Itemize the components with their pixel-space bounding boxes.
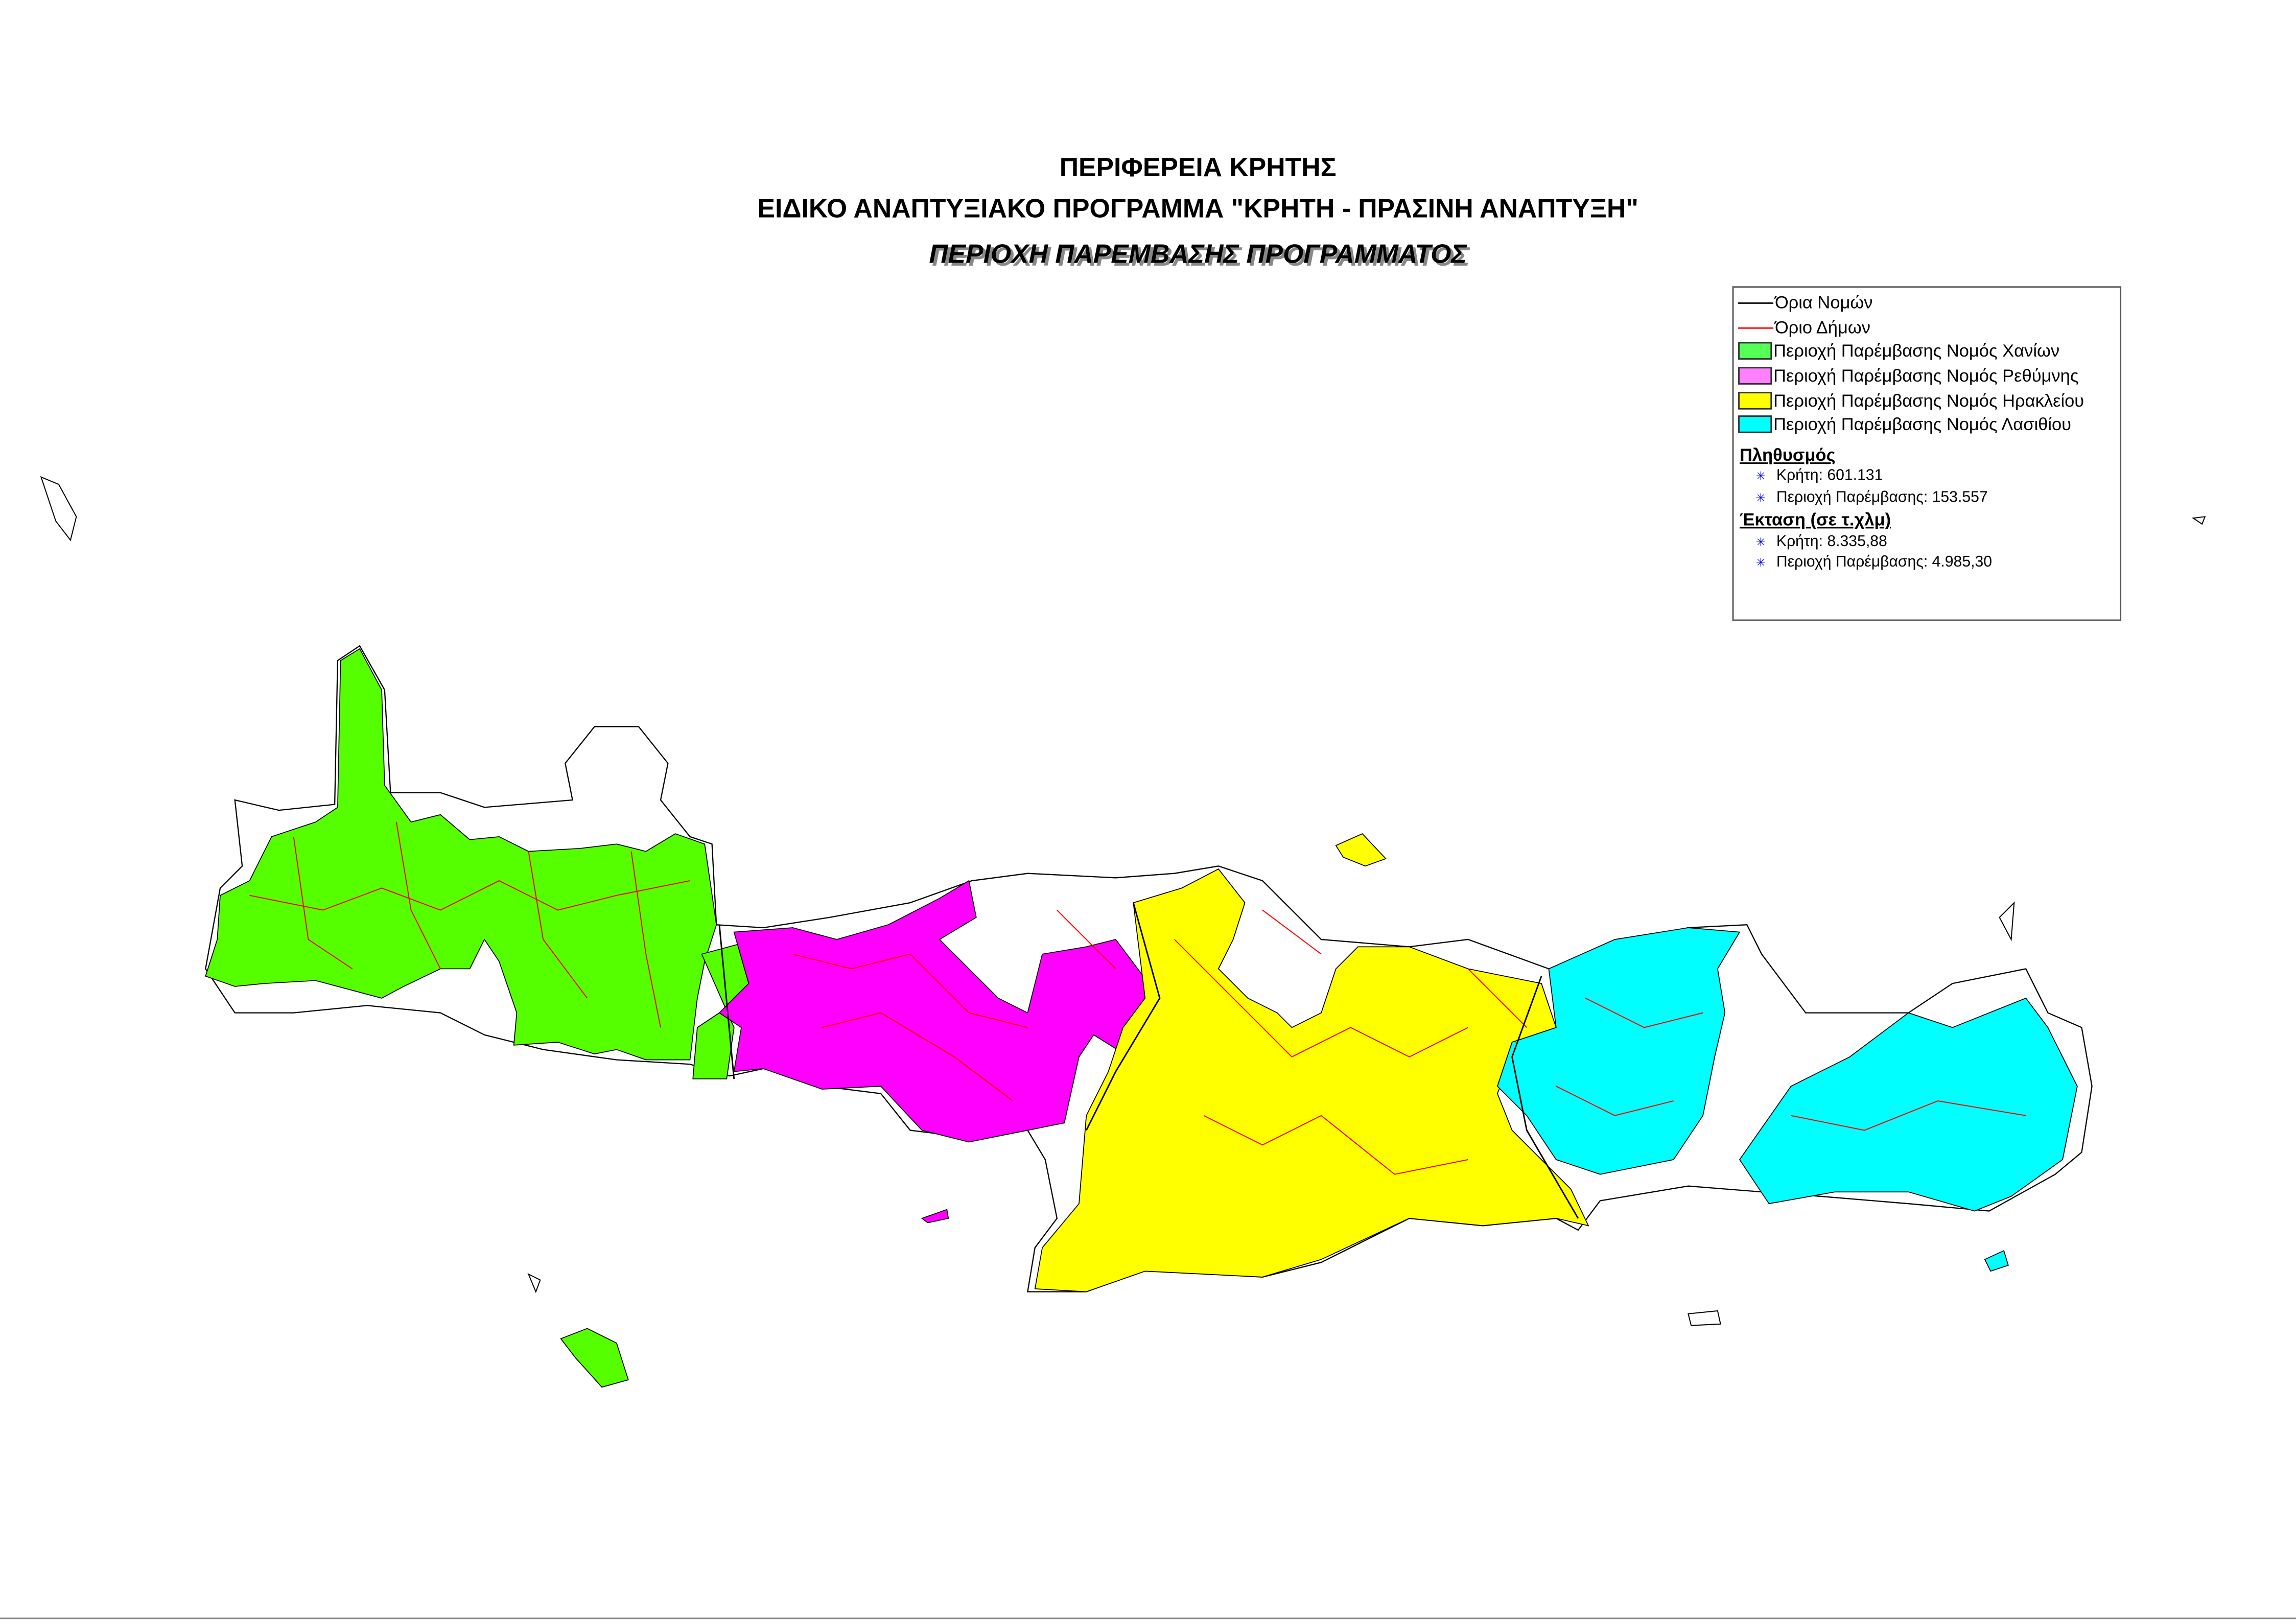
population-crete-value: Κρήτη: 601.131 [1776,466,1883,485]
island-gavdopoula [921,1209,949,1223]
island-gavdos [560,1328,629,1388]
offshore-islets [40,476,2206,1326]
area-intervention-value: Περιοχή Παρέμβασης: 4.985,30 [1776,553,1993,571]
legend-heraklion: Περιοχή Παρέμβασης Νομός Ηρακλείου [1738,390,2084,411]
asterisk-bullet-icon: ✳ [1755,535,1766,549]
title-program: ΕΙΔΙΚΟ ΑΝΑΠΤΥΞΙΑΚΟ ΠΡΟΓΡΑΜΜΑ "ΚΡΗΤΗ - ΠΡ… [757,194,1638,223]
legend-lasithi: Περιοχή Παρέμβασης Νομός Λασιθίου [1738,414,2072,435]
legend-label: Περιοχή Παρέμβασης Νομός Λασιθίου [1773,414,2072,435]
asterisk-bullet-icon: ✳ [1755,555,1766,569]
area-intervention: ✳ Περιοχή Παρέμβασης: 4.985,30 [1756,553,1992,571]
prefecture-borders [718,902,1579,1219]
region-lasithi [1496,927,2078,1212]
legend-label: Περιοχή Παρέμβασης Νομός Ηρακλείου [1773,390,2084,411]
black-line-icon [1738,301,1774,303]
legend-label: Όρια Νομών [1774,292,1873,313]
asterisk-bullet-icon: ✳ [1755,491,1766,505]
legend-rethymno: Περιοχή Παρέμβασης Νομός Ρεθύμνης [1738,365,2078,386]
red-line-icon [1738,326,1774,328]
title-intervention-area: ΠΕΡΙΟΧΗ ΠΑΡΕΜΒΑΣΗΣ ΠΡΟΓΡΑΜΜΑΤΟΣ [929,239,1467,269]
legend-label: Όριο Δήμων [1774,317,1871,338]
map-legend: Όρια Νομών Όριο Δήμων Περιοχή Παρέμβασης… [1732,286,2122,621]
area-heading: Έκταση (σε τ.χλμ) [1739,509,1891,530]
region-heraklion [1034,868,1589,1292]
page-border [0,1617,2296,1619]
title-region: ΠΕΡΙΦΕΡΕΙΑ ΚΡΗΤΗΣ [1059,152,1337,182]
legend-label: Περιοχή Παρέμβασης Νομός Χανίων [1773,340,2060,361]
cyan-swatch-icon [1738,415,1772,433]
asterisk-bullet-icon: ✳ [1755,469,1766,482]
population-crete: ✳ Κρήτη: 601.131 [1756,467,1883,484]
yellow-swatch-icon [1738,392,1772,410]
green-swatch-icon [1738,342,1772,360]
legend-chania: Περιοχή Παρέμβασης Νομός Χανίων [1738,341,2059,361]
population-intervention: ✳ Περιοχή Παρέμβασης: 153.557 [1756,489,1988,506]
legend-label: Περιοχή Παρέμβασης Νομός Ρεθύμνης [1773,365,2079,386]
pink-swatch-icon [1738,367,1772,385]
area-crete-value: Κρήτη: 8.335,88 [1776,533,1887,551]
island-koufonisi [1984,1250,2009,1272]
legend-municipality-border: Όριο Δήμων [1738,317,1870,338]
island-dia [1335,833,1387,867]
population-intervention-value: Περιοχή Παρέμβασης: 153.557 [1776,488,1988,507]
legend-prefecture-border: Όρια Νομών [1738,292,1873,313]
area-crete: ✳ Κρήτη: 8.335,88 [1756,533,1887,550]
municipality-borders [249,821,2026,1175]
region-chania [205,648,717,1061]
population-heading: Πληθυσμός [1739,444,1836,465]
